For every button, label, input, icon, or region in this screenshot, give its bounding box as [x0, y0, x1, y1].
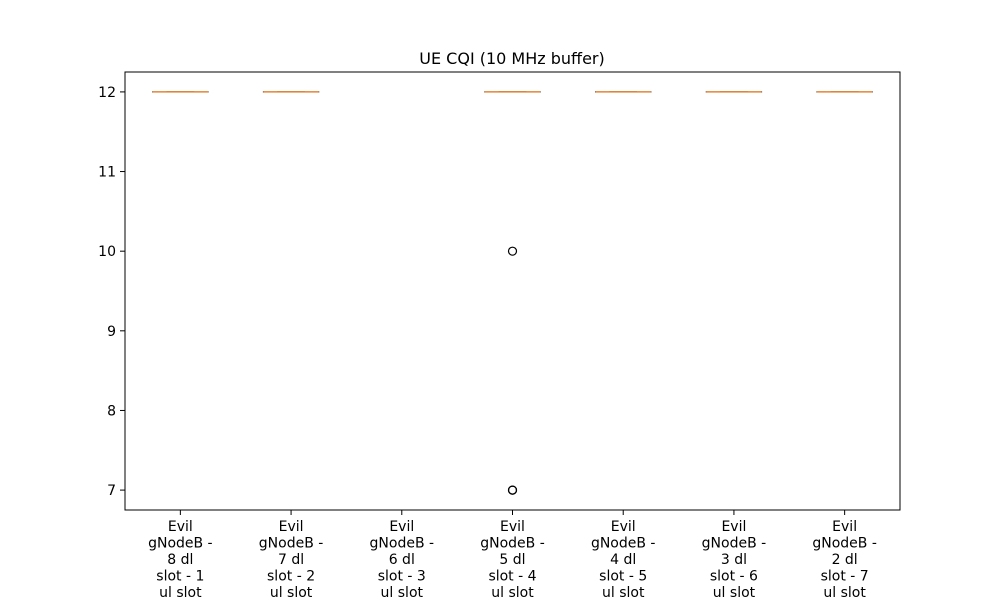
box-group: [484, 91, 541, 495]
x-tick-label: Evil gNodeB -8 dl slot - 1 ul slot: [148, 519, 213, 600]
x-tick-label-line: slot - 7: [821, 569, 869, 585]
x-tick-label-line: gNodeB -: [370, 536, 435, 552]
x-tick-label-line: ul slot: [713, 585, 756, 600]
x-tick-label: Evil gNodeB -4 dl slot - 5 ul slot: [591, 519, 656, 600]
x-tick-label-line: Evil: [611, 519, 636, 535]
x-tick-label-line: Evil: [389, 519, 414, 535]
x-tick-label-line: ul slot: [823, 585, 866, 600]
x-tick-label: Evil gNodeB -2 dl slot - 7 ul slot: [812, 519, 877, 600]
x-tick-label-line: slot - 3: [378, 569, 426, 585]
x-tick-label-line: Evil: [500, 519, 525, 535]
x-tick-label-line: 8 dl: [167, 552, 193, 568]
x-tick-label-line: Evil: [168, 519, 193, 535]
x-tick-label-line: 6 dl: [389, 552, 415, 568]
x-tick-label-line: Evil: [279, 519, 304, 535]
y-tick-label: 9: [107, 324, 116, 340]
x-tick-label-line: gNodeB -: [480, 536, 545, 552]
x-tick-label-line: gNodeB -: [702, 536, 767, 552]
chart-title: UE CQI (10 MHz buffer): [419, 49, 604, 68]
y-tick-label: 11: [98, 165, 116, 181]
x-tick-label-line: gNodeB -: [591, 536, 656, 552]
y-tick-label: 8: [107, 403, 116, 419]
x-tick-label-line: Evil: [721, 519, 746, 535]
x-tick-label-line: gNodeB -: [812, 536, 877, 552]
x-tick-label: Evil gNodeB -6 dl slot - 3 ul slot: [370, 519, 435, 600]
x-tick-label-line: gNodeB -: [148, 536, 213, 552]
box-series: [152, 91, 873, 495]
x-tick-label-line: ul slot: [270, 585, 313, 600]
y-axis: 7 8 9 10 11 12: [98, 85, 125, 499]
x-tick-label-line: 7 dl: [278, 552, 304, 568]
outlier-point: [507, 246, 518, 256]
x-tick-label: Evil gNodeB -5 dl slot - 4 ul slot: [480, 519, 545, 600]
y-tick-label: 12: [98, 85, 116, 101]
x-tick-label-line: 4 dl: [610, 552, 636, 568]
x-tick-label-line: ul slot: [602, 585, 645, 600]
x-tick-label-line: ul slot: [491, 585, 534, 600]
x-tick-label-line: slot - 4: [488, 569, 536, 585]
plot-area-frame: [124, 71, 901, 511]
outlier-point: [507, 485, 518, 495]
x-tick-label-line: Evil: [832, 519, 857, 535]
y-tick-label: 10: [98, 244, 116, 260]
x-tick-label-line: slot - 5: [599, 569, 647, 585]
x-tick-label-line: slot - 2: [267, 569, 315, 585]
x-tick-label-line: 5 dl: [499, 552, 525, 568]
x-tick-label-line: ul slot: [381, 585, 424, 600]
x-tick-label-line: ul slot: [159, 585, 202, 600]
x-tick-label: Evil gNodeB -7 dl slot - 2 ul slot: [259, 519, 324, 600]
y-tick-label: 7: [107, 483, 116, 499]
x-tick-label-line: slot - 1: [156, 569, 204, 585]
x-tick-label: Evil gNodeB -3 dl slot - 6 ul slot: [702, 519, 767, 600]
x-tick-label-line: 2 dl: [832, 552, 858, 568]
x-tick-label-line: 3 dl: [721, 552, 747, 568]
x-tick-label-line: slot - 6: [710, 569, 758, 585]
x-tick-label-line: gNodeB -: [259, 536, 324, 552]
